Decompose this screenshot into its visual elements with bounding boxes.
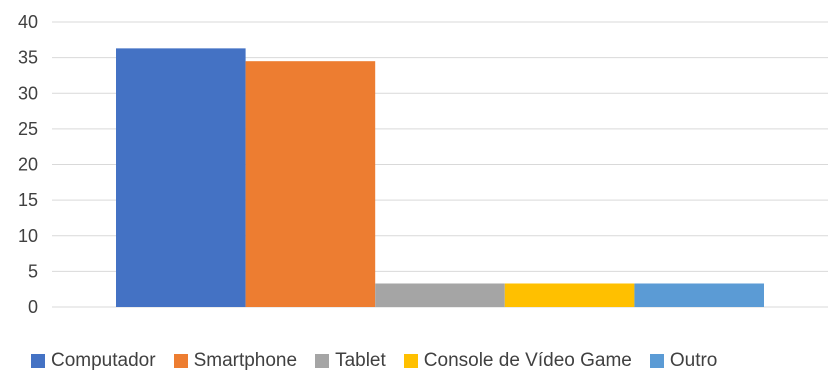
bar-computador <box>116 48 246 308</box>
legend-label: Computador <box>51 349 156 371</box>
y-tick-label: 35 <box>18 48 38 68</box>
legend-swatch <box>315 353 330 368</box>
y-tick-label: 20 <box>18 155 38 175</box>
bar-tablet <box>375 283 505 307</box>
bar-outro <box>634 283 764 307</box>
y-tick-label: 0 <box>28 297 38 317</box>
legend-label: Smartphone <box>193 349 298 371</box>
legend-item: Outro <box>649 349 718 372</box>
y-tick-label: 10 <box>18 226 38 246</box>
legend: Computador Smartphone Tablet Console de Víd… <box>0 347 831 374</box>
legend-item: Console de Vídeo Game <box>403 349 632 372</box>
y-tick-label: 25 <box>18 119 38 139</box>
y-tick-label: 30 <box>18 83 38 103</box>
legend-swatch <box>403 353 418 368</box>
bar-chart: 0 5 10 15 20 25 30 35 40 <box>18 12 828 317</box>
y-tick-label: 40 <box>18 12 38 32</box>
bar-console-de-v-deo-game <box>504 283 635 307</box>
legend-swatch <box>31 353 45 368</box>
legend-item: Smartphone <box>173 349 298 372</box>
legend-label: Console de Vídeo Game <box>423 349 632 371</box>
y-tick-label: 5 <box>28 261 38 281</box>
legend-swatch <box>173 353 188 368</box>
y-axis-ticks: 0 5 10 15 20 25 30 35 40 <box>18 12 38 317</box>
legend-label: Outro <box>669 349 718 371</box>
y-tick-label: 15 <box>18 190 38 210</box>
bars <box>116 48 764 308</box>
legend-item: Computador <box>31 350 156 372</box>
legend-swatch <box>649 353 664 368</box>
legend-item: Tablet <box>315 350 386 372</box>
legend-label: Tablet <box>335 349 386 371</box>
bar-smartphone <box>245 61 376 307</box>
